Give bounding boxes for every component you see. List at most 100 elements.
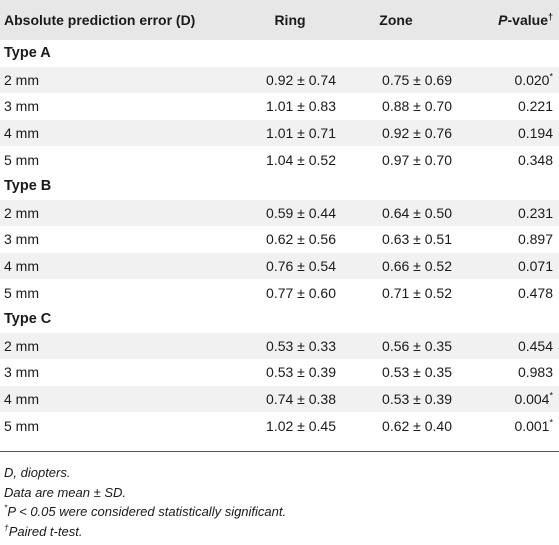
cell-ring: 0.62 ± 0.56 xyxy=(266,231,336,248)
cell-size: 3 mm xyxy=(4,231,39,248)
table-footnotes: D, diopters. Data are mean ± SD. *P < 0.… xyxy=(4,463,286,541)
cell-p-value: 0.001* xyxy=(452,412,559,439)
cell-ring: 1.01 ± 0.71 xyxy=(266,125,336,142)
cell-zone: 0.62 ± 0.40 xyxy=(382,417,452,434)
table-row: 2 mm 0.59 ± 0.44 0.64 ± 0.50 0.231 xyxy=(0,199,559,227)
cell-size: 2 mm xyxy=(4,204,39,221)
cell-zone: 0.97 ± 0.70 xyxy=(382,151,452,168)
p-value-text: 0.478 xyxy=(517,284,553,301)
table-row: 2 mm 0.53 ± 0.33 0.56 ± 0.35 0.454 xyxy=(0,332,559,360)
cell-p-value: 0.004* xyxy=(452,386,559,413)
p-value-text: 0.983 xyxy=(517,364,553,381)
p-value-text: 0.071 xyxy=(517,258,553,275)
cell-size: 2 mm xyxy=(4,71,39,88)
footnote-dagger: † xyxy=(4,522,9,533)
cell-zone: 0.56 ± 0.35 xyxy=(382,337,452,354)
footnote-significance-text: P < 0.05 were considered statistically s… xyxy=(7,504,287,519)
header-p-dagger: † xyxy=(547,11,553,22)
significance-marker: * xyxy=(549,71,553,82)
cell-ring: 0.59 ± 0.44 xyxy=(266,204,336,221)
cell-zone: 0.63 ± 0.51 xyxy=(382,231,452,248)
cell-zone: 0.53 ± 0.35 xyxy=(382,364,452,381)
cell-size: 4 mm xyxy=(4,125,39,142)
group-row-type-c: Type C xyxy=(0,306,559,333)
footnote-significance: *P < 0.05 were considered statistically … xyxy=(4,502,286,522)
table-row: 5 mm 0.77 ± 0.60 0.71 ± 0.52 0.478 xyxy=(0,279,559,306)
cell-size: 3 mm xyxy=(4,98,39,115)
p-value-text: 0.231 xyxy=(517,204,553,221)
cell-p-value: 0.983 xyxy=(452,359,559,386)
header-ring: Ring xyxy=(274,12,306,28)
header-row: Absolute prediction error (D) Ring Zone … xyxy=(0,0,559,40)
cell-zone: 0.75 ± 0.69 xyxy=(382,71,452,88)
cell-p-value: 0.897 xyxy=(452,226,559,253)
cell-ring: 1.04 ± 0.52 xyxy=(266,151,336,168)
significance-marker: * xyxy=(549,416,553,427)
table-row: 5 mm 1.04 ± 0.52 0.97 ± 0.70 0.348 xyxy=(0,146,559,173)
cell-size: 5 mm xyxy=(4,417,39,434)
cell-size: 4 mm xyxy=(4,391,39,408)
cell-zone: 0.71 ± 0.52 xyxy=(382,284,452,301)
cell-ring: 0.74 ± 0.38 xyxy=(266,391,336,408)
cell-zone: 0.88 ± 0.70 xyxy=(382,98,452,115)
table-row: 4 mm 0.74 ± 0.38 0.53 ± 0.39 0.004* xyxy=(0,385,559,413)
group-label: Type A xyxy=(4,45,51,62)
cell-p-value: 0.020* xyxy=(452,67,559,94)
footnote-asterisk: * xyxy=(4,502,8,513)
cell-ring: 1.01 ± 0.83 xyxy=(266,98,336,115)
table-bottom-rule xyxy=(0,451,559,452)
table-row: 4 mm 0.76 ± 0.54 0.66 ± 0.52 0.071 xyxy=(0,252,559,280)
cell-p-value: 0.454 xyxy=(452,333,559,360)
cell-size: 5 mm xyxy=(4,151,39,168)
table-row: 2 mm 0.92 ± 0.74 0.75 ± 0.69 0.020* xyxy=(0,66,559,94)
cell-zone: 0.92 ± 0.76 xyxy=(382,125,452,142)
p-value-text: 0.221 xyxy=(517,98,553,115)
cell-ring: 0.53 ± 0.39 xyxy=(266,364,336,381)
results-table-container: Absolute prediction error (D) Ring Zone … xyxy=(0,0,559,439)
p-value-text: 0.001 xyxy=(514,417,550,434)
header-p-value: P-value† xyxy=(452,0,559,40)
prediction-error-table: Absolute prediction error (D) Ring Zone … xyxy=(0,0,559,439)
table-body: Type A 2 mm 0.92 ± 0.74 0.75 ± 0.69 0.02… xyxy=(0,40,559,439)
cell-p-value: 0.478 xyxy=(452,279,559,306)
significance-marker: * xyxy=(549,390,553,401)
cell-size: 4 mm xyxy=(4,258,39,275)
cell-p-value: 0.194 xyxy=(452,120,559,147)
cell-ring: 1.02 ± 0.45 xyxy=(266,417,336,434)
footnote-test-text: Paired t-test. xyxy=(8,523,83,539)
cell-p-value: 0.071 xyxy=(452,253,559,280)
cell-p-value: 0.231 xyxy=(452,200,559,227)
footnote-abbreviation: D, diopters. xyxy=(4,465,71,480)
cell-ring: 0.53 ± 0.33 xyxy=(266,337,336,354)
group-label: Type C xyxy=(4,311,52,328)
p-value-text: 0.454 xyxy=(517,337,553,354)
cell-zone: 0.66 ± 0.52 xyxy=(382,258,452,275)
header-absolute-error: Absolute prediction error (D) xyxy=(4,12,196,28)
cell-ring: 0.92 ± 0.74 xyxy=(266,71,336,88)
cell-zone: 0.64 ± 0.50 xyxy=(382,204,452,221)
header-p-rest: -value xyxy=(507,12,548,28)
cell-ring: 0.76 ± 0.54 xyxy=(266,258,336,275)
p-value-text: 0.004 xyxy=(514,391,550,408)
table-header: Absolute prediction error (D) Ring Zone … xyxy=(0,0,559,40)
p-value-text: 0.020 xyxy=(514,71,550,88)
cell-p-value: 0.348 xyxy=(452,146,559,173)
cell-ring: 0.77 ± 0.60 xyxy=(266,284,336,301)
cell-zone: 0.53 ± 0.39 xyxy=(382,391,452,408)
group-row-type-a: Type A xyxy=(0,40,559,67)
table-row: 3 mm 0.53 ± 0.39 0.53 ± 0.35 0.983 xyxy=(0,359,559,386)
group-row-type-b: Type B xyxy=(0,173,559,200)
table-row: 5 mm 1.02 ± 0.45 0.62 ± 0.40 0.001* xyxy=(0,412,559,439)
footnote-test: †Paired t-test. xyxy=(4,522,286,542)
group-label: Type B xyxy=(4,178,52,195)
table-row: 3 mm 0.62 ± 0.56 0.63 ± 0.51 0.897 xyxy=(0,226,559,253)
table-row: 3 mm 1.01 ± 0.83 0.88 ± 0.70 0.221 xyxy=(0,93,559,120)
header-zone: Zone xyxy=(379,12,413,28)
cell-size: 5 mm xyxy=(4,284,39,301)
p-value-text: 0.897 xyxy=(517,231,553,248)
cell-size: 2 mm xyxy=(4,337,39,354)
footnote-data-description: Data are mean ± SD. xyxy=(4,484,127,500)
cell-size: 3 mm xyxy=(4,364,39,381)
table-row: 4 mm 1.01 ± 0.71 0.92 ± 0.76 0.194 xyxy=(0,119,559,147)
cell-p-value: 0.221 xyxy=(452,93,559,120)
